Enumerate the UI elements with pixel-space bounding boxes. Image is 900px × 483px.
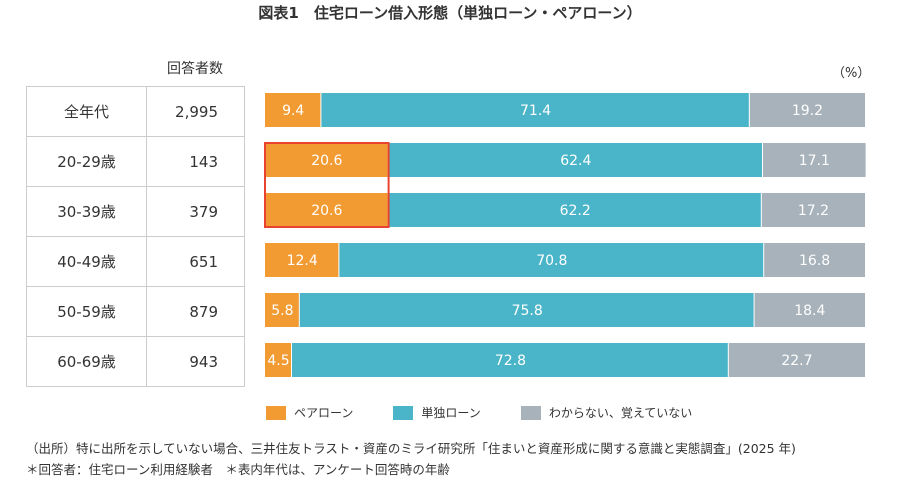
respondent-count: 143: [146, 136, 245, 187]
table-row: 40-49歳 651: [26, 236, 245, 287]
data-label: 9.4: [282, 103, 304, 119]
age-group: 40-49歳: [26, 236, 147, 287]
data-label: 17.1: [799, 153, 830, 169]
data-label: 17.2: [798, 203, 829, 219]
bar-segment: [339, 243, 764, 277]
age-group: 30-39歳: [26, 186, 147, 237]
unit-label: （%）: [832, 66, 871, 81]
respondents-table: 全年代 2,995 20-29歳 143 30-39歳 379 40-49歳 651 50-59…: [26, 86, 245, 387]
respondents-header: 回答者数: [167, 61, 223, 77]
data-label: 62.2: [560, 203, 591, 219]
data-label: 70.8: [536, 253, 567, 269]
data-label: 72.8: [495, 353, 526, 369]
legend-label: ペアローン: [294, 406, 354, 420]
data-label: 18.4: [794, 303, 825, 319]
respondent-count: 651: [146, 236, 245, 287]
bar-segment: [761, 193, 865, 227]
bar-segment: [388, 193, 761, 227]
respondent-note: ＊回答者：住宅ローン利用経験者 ＊表内年代は、アンケート回答時の年齢: [26, 462, 450, 477]
table-row: 30-39歳 379: [26, 186, 245, 237]
bar-segment: [265, 293, 299, 327]
table-row: 50-59歳 879: [26, 286, 245, 337]
age-group: 60-69歳: [26, 336, 147, 387]
legend: ペアローン 単独ローン わからない、覚えていない: [266, 404, 732, 421]
legend-swatch: [520, 405, 541, 420]
bar-segment: [265, 93, 321, 127]
bar-segment: [321, 93, 749, 127]
data-label: 75.8: [512, 303, 543, 319]
bar-segment: [265, 143, 388, 177]
bar-segment: [764, 243, 865, 277]
data-label: 12.4: [287, 253, 318, 269]
age-group: 50-59歳: [26, 286, 147, 337]
bar-segment: [388, 143, 762, 177]
bar-segment: [265, 343, 291, 377]
table-row: 20-29歳 143: [26, 136, 245, 187]
data-label: 20.6: [311, 153, 342, 169]
legend-label: 単独ローン: [421, 406, 481, 420]
legend-item: ペアローン: [266, 404, 353, 421]
bar-segment: [292, 343, 728, 377]
chart-title: 図表1 住宅ローン借入形態（単独ローン・ペアローン）: [258, 4, 642, 22]
data-label: 5.8: [271, 303, 293, 319]
respondent-count: 379: [146, 186, 245, 237]
bar-segment: [265, 243, 339, 277]
bar-segment: [749, 93, 865, 127]
bar-segment: [728, 343, 865, 377]
respondent-count: 943: [146, 336, 245, 387]
legend-swatch: [393, 405, 414, 420]
legend-item: 単独ローン: [393, 404, 481, 421]
bar-segment: [265, 193, 388, 227]
data-label: 62.4: [560, 153, 591, 169]
legend-item: わからない、覚えていない: [520, 404, 693, 421]
age-group: 全年代: [26, 86, 147, 137]
bar-segment: [299, 293, 754, 327]
respondent-count: 2,995: [146, 86, 245, 137]
table-row: 全年代 2,995: [26, 86, 245, 137]
source-note: （出所）特に出所を示していない場合、三井住友トラスト・資産のミライ研究所「住まい…: [26, 441, 796, 456]
data-label: 71.4: [520, 103, 551, 119]
highlight-box: [264, 142, 390, 228]
data-label: 16.8: [799, 253, 830, 269]
data-label: 19.2: [792, 103, 823, 119]
data-label: 4.5: [267, 353, 289, 369]
bar-segment: [754, 293, 865, 327]
data-label: 20.6: [311, 203, 342, 219]
bar-segment: [763, 143, 866, 177]
legend-label: わからない、覚えていない: [548, 406, 693, 420]
data-label: 22.7: [781, 353, 812, 369]
legend-swatch: [266, 405, 286, 420]
table-row: 60-69歳 943: [26, 336, 245, 387]
